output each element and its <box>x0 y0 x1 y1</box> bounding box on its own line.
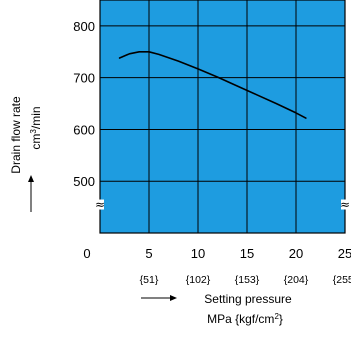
plot-area <box>99 0 346 234</box>
x-tick-kgf-label: {102} <box>186 274 211 286</box>
x-tick-kgf-label: {255} <box>333 274 351 286</box>
y-axis-label-line2: cm3/min <box>29 106 43 149</box>
axis-break-mask <box>96 199 104 210</box>
x-axis-arrow-icon <box>141 295 177 301</box>
x-tick-kgf-label: {153} <box>235 274 260 286</box>
x-tick-kgf-label: {51} <box>140 274 159 286</box>
x-tick-label: 25 <box>338 246 351 261</box>
y-tick-label: 600 <box>73 122 95 137</box>
x-tick-label: 5 <box>145 246 152 261</box>
y-axis-arrow-icon <box>28 175 34 212</box>
x-tick-label: 20 <box>289 246 303 261</box>
x-axis-label-line2: MPa {kgf/cm2} <box>207 312 283 326</box>
axis-break-right-icon: ≈ <box>340 198 350 212</box>
x-tick-label: 15 <box>240 246 254 261</box>
x-tick-kgf-label: {204} <box>284 274 309 286</box>
y-tick-label: 700 <box>73 71 95 86</box>
series-line <box>118 50 307 119</box>
y-tick-label: 800 <box>73 19 95 34</box>
x-tick-label: 10 <box>191 246 205 261</box>
y-tick-label: 500 <box>73 174 95 189</box>
y-axis-label-line1: Drain flow rate <box>9 96 23 174</box>
x-axis-label-line1: Setting pressure <box>204 292 292 306</box>
x-tick-label: 0 <box>83 246 90 261</box>
axis-break-mask <box>341 199 349 210</box>
axis-break-left-icon: ≈ <box>95 198 105 212</box>
